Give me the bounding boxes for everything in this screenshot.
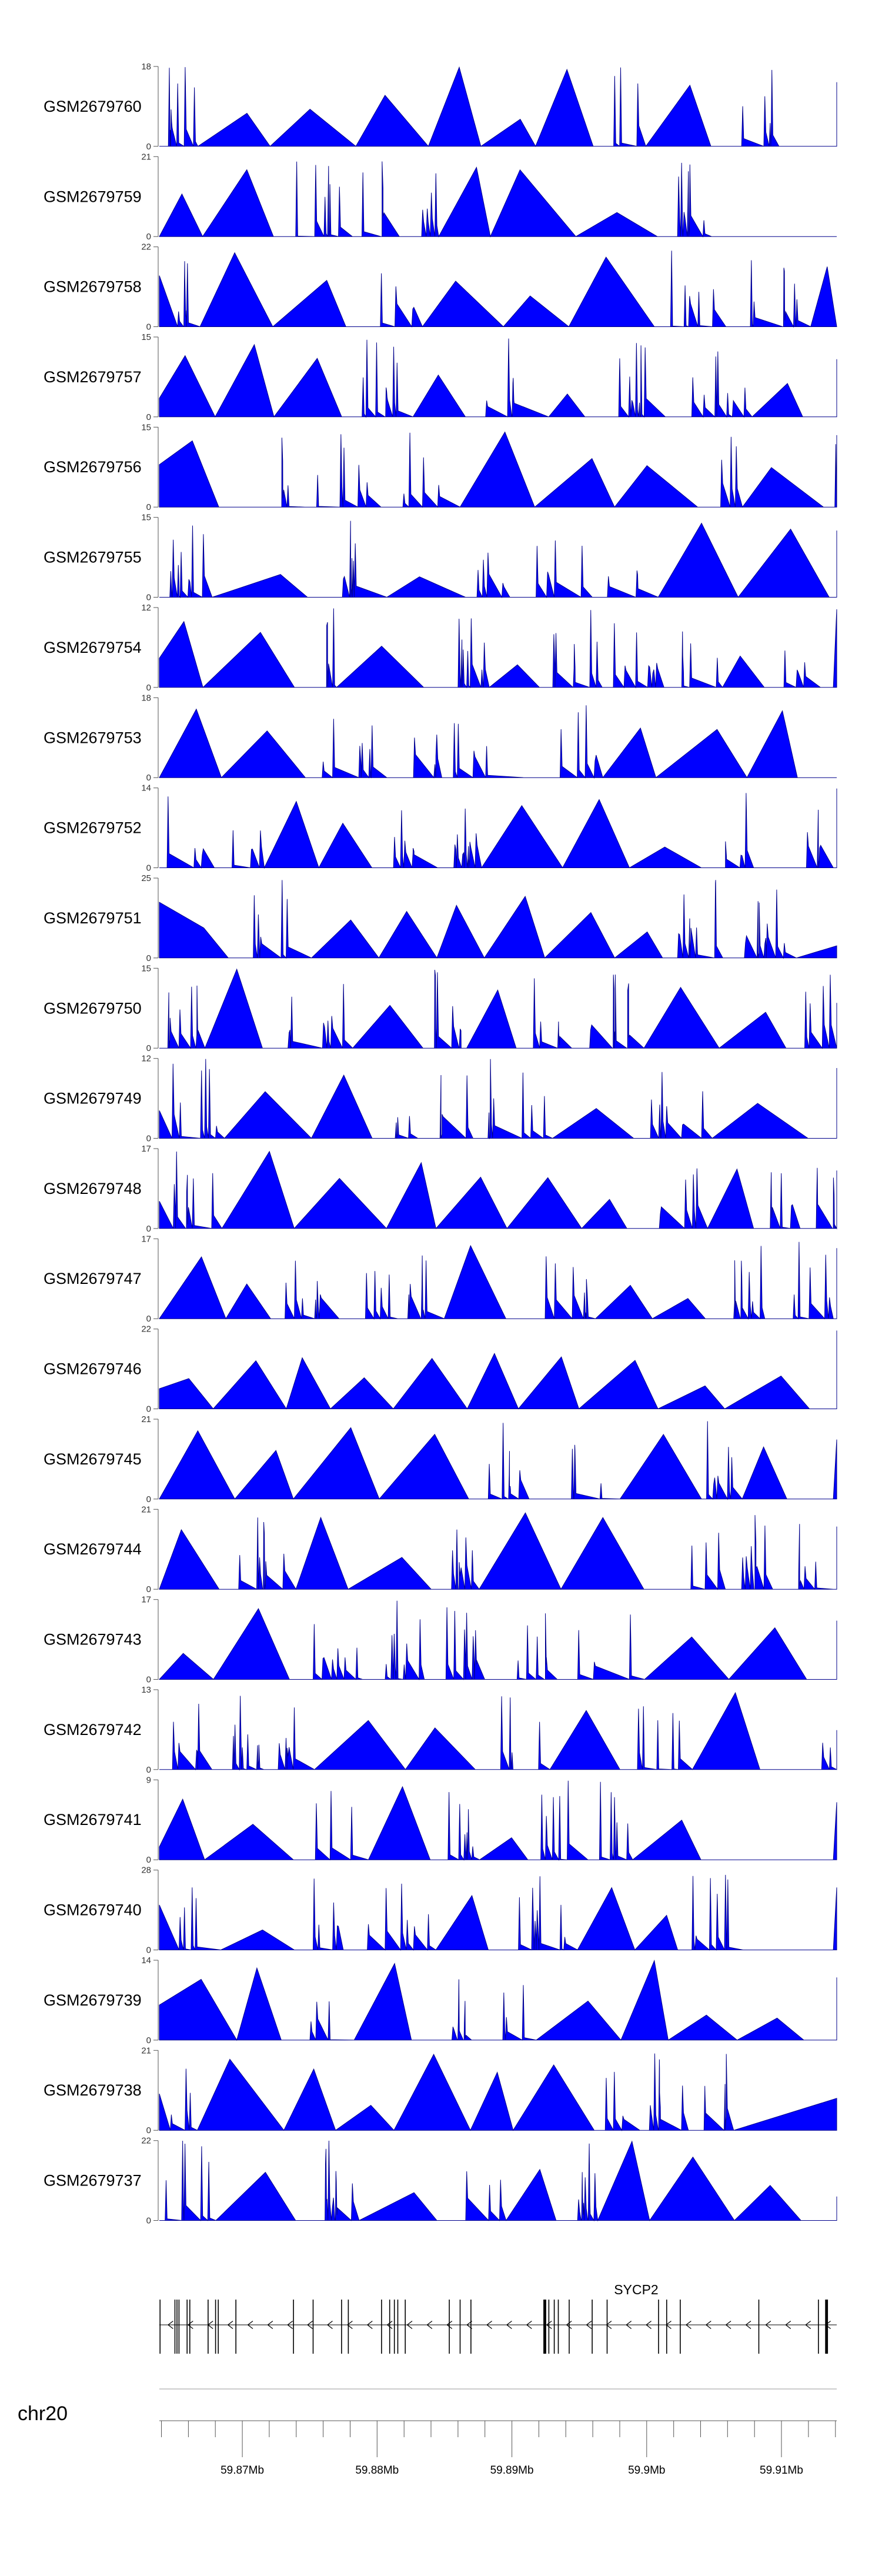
- svg-text:15: 15: [141, 513, 151, 523]
- svg-text:GSM2679748: GSM2679748: [44, 1180, 142, 1197]
- svg-text:9: 9: [146, 1775, 151, 1785]
- svg-text:15: 15: [141, 422, 151, 432]
- svg-text:59.89Mb: 59.89Mb: [490, 2464, 534, 2477]
- svg-text:0: 0: [146, 2125, 151, 2135]
- svg-text:GSM2679753: GSM2679753: [44, 729, 142, 746]
- svg-text:15: 15: [141, 332, 151, 342]
- svg-text:0: 0: [146, 1855, 151, 1865]
- svg-text:0: 0: [146, 1224, 151, 1234]
- svg-text:59.9Mb: 59.9Mb: [628, 2464, 665, 2477]
- svg-text:GSM2679751: GSM2679751: [44, 909, 142, 927]
- svg-text:0: 0: [146, 232, 151, 242]
- svg-text:14: 14: [141, 1956, 151, 1966]
- svg-text:59.88Mb: 59.88Mb: [355, 2464, 399, 2477]
- svg-text:12: 12: [141, 603, 151, 613]
- svg-text:0: 0: [146, 863, 151, 873]
- svg-text:GSM2679743: GSM2679743: [44, 1631, 142, 1649]
- svg-text:21: 21: [141, 1504, 151, 1514]
- svg-text:28: 28: [141, 1866, 151, 1876]
- svg-text:59.87Mb: 59.87Mb: [220, 2464, 264, 2477]
- svg-text:GSM2679752: GSM2679752: [44, 819, 142, 837]
- svg-text:18: 18: [141, 693, 151, 703]
- svg-text:GSM2679755: GSM2679755: [44, 549, 142, 566]
- svg-text:17: 17: [141, 1234, 151, 1244]
- svg-text:22: 22: [141, 1324, 151, 1334]
- svg-text:0: 0: [146, 1043, 151, 1053]
- svg-text:chr20: chr20: [18, 2403, 68, 2425]
- svg-text:GSM2679758: GSM2679758: [44, 278, 142, 296]
- svg-text:0: 0: [146, 683, 151, 693]
- svg-text:GSM2679750: GSM2679750: [44, 999, 142, 1017]
- svg-text:0: 0: [146, 322, 151, 332]
- svg-text:0: 0: [146, 1584, 151, 1594]
- svg-text:GSM2679738: GSM2679738: [44, 2081, 142, 2099]
- svg-text:GSM2679745: GSM2679745: [44, 1450, 142, 1468]
- svg-text:17: 17: [141, 1144, 151, 1154]
- svg-text:15: 15: [141, 963, 151, 973]
- svg-text:0: 0: [146, 953, 151, 963]
- svg-text:13: 13: [141, 1685, 151, 1695]
- svg-text:0: 0: [146, 1134, 151, 1144]
- svg-text:14: 14: [141, 783, 151, 793]
- svg-text:0: 0: [146, 502, 151, 512]
- svg-text:SYCP2: SYCP2: [614, 2282, 658, 2297]
- svg-text:0: 0: [146, 2036, 151, 2046]
- svg-text:12: 12: [141, 1054, 151, 1064]
- svg-text:0: 0: [146, 1675, 151, 1685]
- svg-text:GSM2679746: GSM2679746: [44, 1360, 142, 1378]
- svg-text:0: 0: [146, 1946, 151, 1956]
- svg-text:GSM2679744: GSM2679744: [44, 1540, 142, 1558]
- svg-text:GSM2679754: GSM2679754: [44, 639, 142, 656]
- svg-text:21: 21: [141, 1414, 151, 1424]
- svg-text:0: 0: [146, 142, 151, 152]
- svg-text:GSM2679759: GSM2679759: [44, 188, 142, 205]
- svg-text:17: 17: [141, 1595, 151, 1605]
- svg-text:GSM2679742: GSM2679742: [44, 1721, 142, 1739]
- svg-text:GSM2679739: GSM2679739: [44, 1991, 142, 2009]
- svg-text:25: 25: [141, 873, 151, 883]
- svg-text:GSM2679747: GSM2679747: [44, 1270, 142, 1287]
- svg-text:0: 0: [146, 2216, 151, 2226]
- svg-text:22: 22: [141, 242, 151, 252]
- svg-text:18: 18: [141, 62, 151, 72]
- svg-text:GSM2679757: GSM2679757: [44, 368, 142, 386]
- svg-text:21: 21: [141, 152, 151, 162]
- svg-text:GSM2679737: GSM2679737: [44, 2172, 142, 2190]
- svg-text:GSM2679740: GSM2679740: [44, 1901, 142, 1919]
- svg-text:0: 0: [146, 1404, 151, 1414]
- svg-text:0: 0: [146, 1494, 151, 1504]
- svg-text:0: 0: [146, 773, 151, 783]
- svg-text:0: 0: [146, 1765, 151, 1775]
- svg-text:GSM2679756: GSM2679756: [44, 458, 142, 476]
- svg-text:GSM2679749: GSM2679749: [44, 1090, 142, 1107]
- svg-text:0: 0: [146, 593, 151, 603]
- svg-text:GSM2679741: GSM2679741: [44, 1811, 142, 1828]
- svg-text:59.91Mb: 59.91Mb: [760, 2464, 803, 2477]
- svg-text:21: 21: [141, 2046, 151, 2056]
- svg-text:0: 0: [146, 1314, 151, 1324]
- svg-text:GSM2679760: GSM2679760: [44, 98, 142, 115]
- svg-text:0: 0: [146, 412, 151, 422]
- svg-text:22: 22: [141, 2136, 151, 2146]
